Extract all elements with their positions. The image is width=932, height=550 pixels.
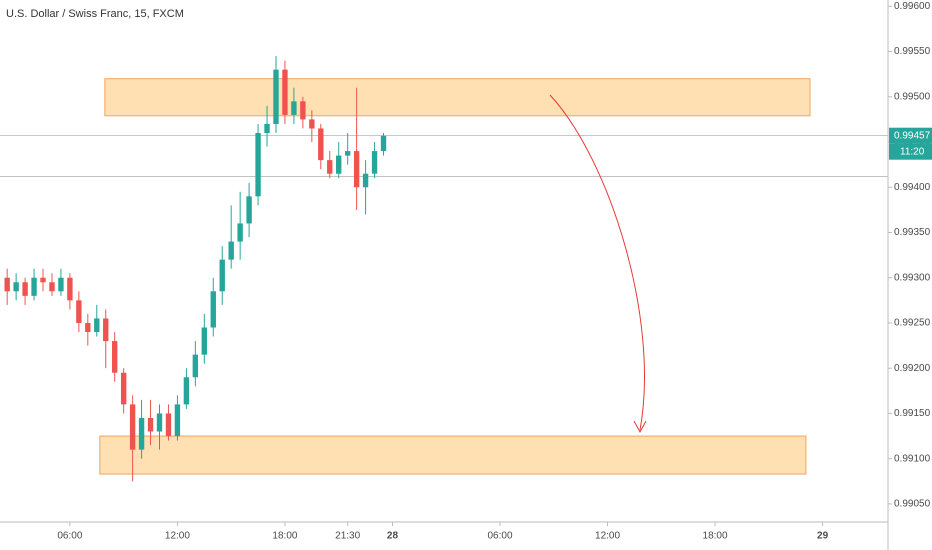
lines (0, 135, 888, 177)
x-tick-label: 18:00 (703, 531, 728, 542)
y-tick-label: 0.99300 (894, 272, 931, 283)
y-tick-label: 0.99400 (894, 182, 931, 193)
x-tick-label: 18:00 (272, 531, 297, 542)
last-price-box (889, 127, 932, 144)
candle-body (201, 327, 207, 355)
candle-body (282, 69, 288, 115)
candle-body (94, 318, 100, 333)
candle-body (371, 151, 378, 174)
arrow (549, 94, 645, 431)
candle-body (112, 341, 118, 373)
candle-body (362, 173, 369, 188)
candle-body (174, 404, 181, 437)
candle-body (120, 372, 127, 405)
candle-body (300, 101, 306, 120)
candle-body (327, 160, 333, 174)
candle-body (4, 277, 10, 292)
y-tick-label: 0.99250 (894, 318, 931, 329)
candle-body (318, 128, 324, 161)
y-tick-label: 0.99150 (894, 408, 931, 419)
candle-body (264, 123, 270, 133)
candle-body (336, 155, 342, 174)
candle-body (219, 259, 225, 292)
candle-body (353, 151, 360, 188)
candle-body (210, 291, 216, 328)
x-tick-label: 12:00 (165, 531, 190, 542)
candle-body (31, 277, 37, 296)
x-tick-label: 28 (387, 531, 399, 542)
x-tick-label: 06:00 (57, 531, 82, 542)
y-tick-label: 0.99600 (894, 1, 931, 12)
candle-body (103, 318, 109, 342)
countdown-label: 11:20 (900, 146, 925, 157)
candle-body (138, 417, 145, 450)
candle-body (255, 132, 261, 197)
candle-body (40, 277, 46, 283)
y-tick-label: 0.99200 (894, 363, 931, 374)
candle-body (129, 404, 136, 450)
candle-body (228, 241, 234, 260)
y-tick-label: 0.99350 (894, 227, 931, 238)
candles (4, 56, 387, 482)
candle-body (183, 377, 190, 405)
x-tick-label: 06:00 (487, 531, 512, 542)
candle-body (291, 101, 297, 115)
x-tick-label: 21:30 (335, 531, 360, 542)
candle-body (309, 119, 315, 129)
candle-body (85, 322, 91, 333)
zone (104, 78, 811, 117)
x-tick-label: 29 (817, 531, 829, 542)
candle-body (237, 223, 243, 242)
candle-body (76, 300, 82, 323)
axes: 0.99050 0.99100 0.99150 0.99200 0.99250 0.993… (57, 1, 932, 542)
countdown-box (889, 143, 932, 160)
zone (99, 435, 807, 475)
y-tick-label: 0.99100 (894, 453, 931, 464)
candle-body (156, 413, 163, 432)
candle-body (246, 196, 252, 224)
candle-body (380, 135, 387, 152)
candle-body (192, 354, 199, 378)
last-price-label: 0.99457 (894, 130, 931, 141)
candle-body (49, 282, 55, 292)
candle-body (67, 277, 73, 301)
x-tick-label: 12:00 (595, 531, 620, 542)
candle-body (147, 417, 154, 432)
y-tick-label: 0.99500 (894, 91, 931, 102)
y-tick-label: 0.99550 (894, 46, 931, 57)
candle-body (13, 282, 19, 292)
zones (99, 78, 811, 475)
arrow-head (633, 420, 647, 434)
chart-title: U.S. Dollar / Swiss Franc, 15, FXCM (6, 8, 184, 20)
candle-body (344, 151, 351, 156)
y-tick-label: 0.99050 (894, 499, 931, 510)
candle-body (58, 277, 64, 292)
candle-body (273, 69, 279, 124)
candle-body (22, 282, 28, 296)
candle-body (165, 413, 172, 437)
